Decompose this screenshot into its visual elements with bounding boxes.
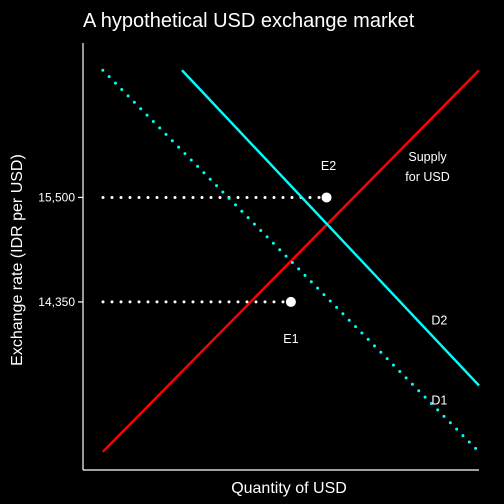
- y-tick-label: 14,350: [38, 295, 75, 309]
- chart-title: A hypothetical USD exchange market: [83, 10, 415, 32]
- annotation-e2: E2: [321, 159, 336, 173]
- series-line-d2: [182, 70, 479, 385]
- y-tick-label: 15,500: [38, 190, 75, 204]
- annotations: Supply for USD E2 E1 D2 D1: [283, 150, 449, 407]
- y-axis-label: Exchange rate (IDR per USD): [9, 154, 26, 366]
- annotation-d1: D1: [431, 394, 447, 408]
- y-axis-ticks: 14,350 15,500: [38, 190, 83, 308]
- annotation-supply: Supply: [408, 150, 447, 164]
- annotation-for-usd: for USD: [405, 170, 449, 184]
- plot-area: [103, 70, 479, 452]
- annotation-e1: E1: [283, 332, 298, 346]
- annotation-d2: D2: [431, 314, 447, 328]
- x-axis-label: Quantity of USD: [231, 480, 347, 497]
- equilibrium-point-e2: [322, 192, 332, 202]
- equilibrium-point-e1: [286, 297, 296, 307]
